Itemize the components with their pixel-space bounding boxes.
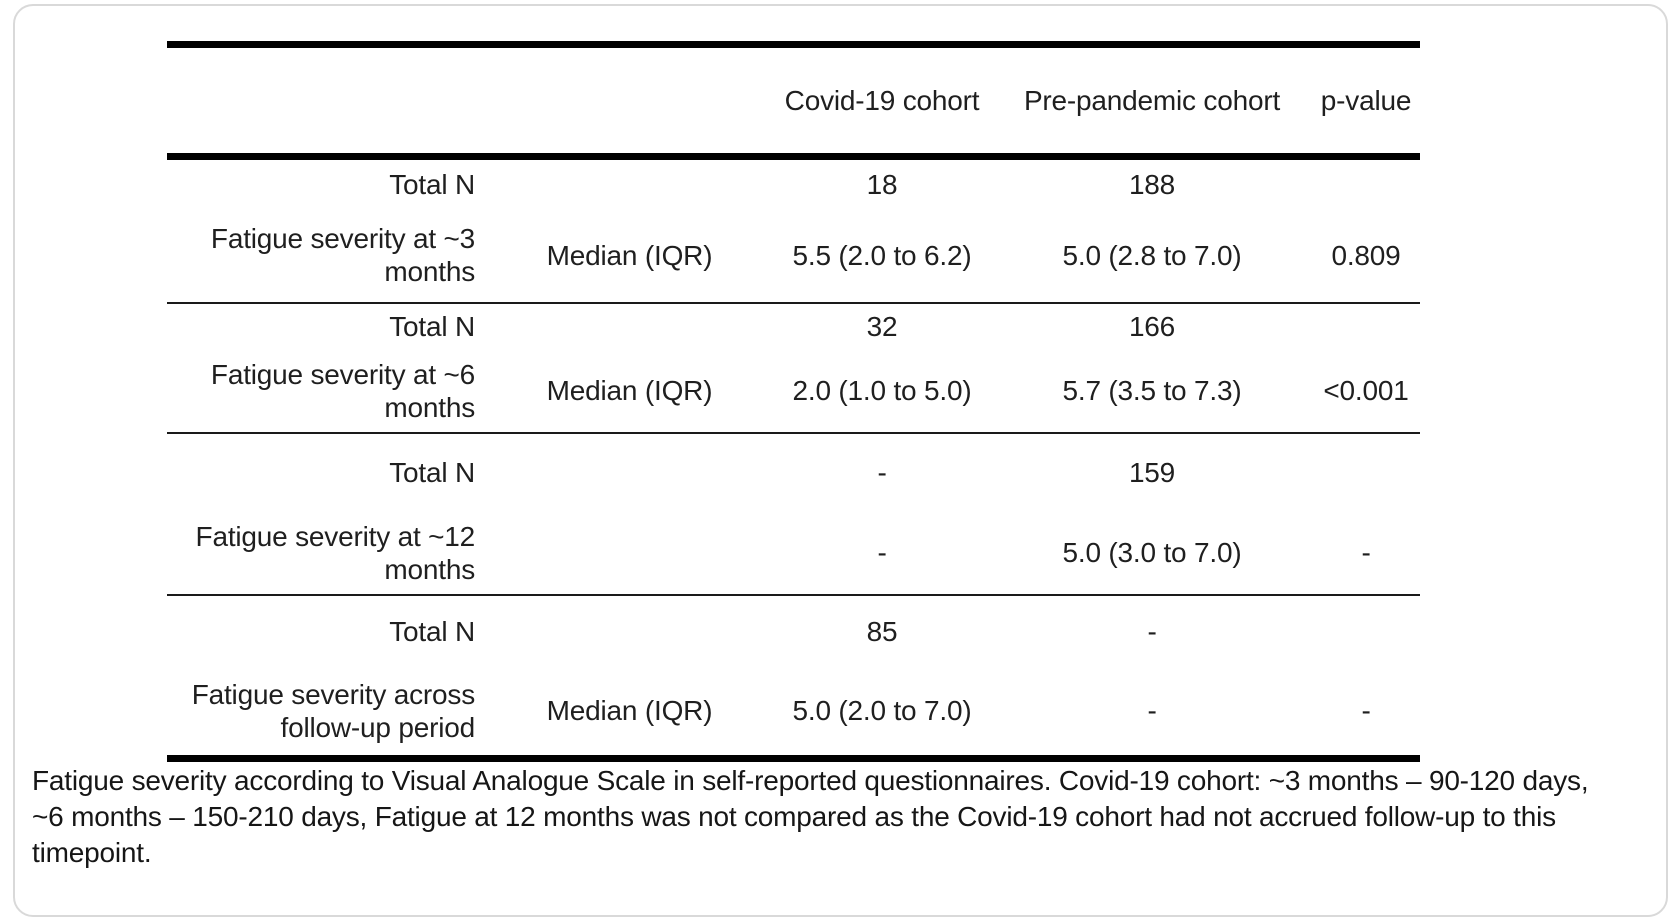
row-label: Fatigue severity at ~6 months bbox=[210, 358, 475, 423]
table-cell: 5.0 (3.0 to 7.0) bbox=[1062, 537, 1242, 568]
table-cell: 166 bbox=[1128, 311, 1176, 342]
table-cell: - bbox=[1147, 615, 1157, 647]
table-cell: 0.809 bbox=[1331, 239, 1401, 271]
table-cell: 18 bbox=[866, 168, 898, 200]
row-label: Total N bbox=[389, 615, 475, 647]
table-cell: Median (IQR) bbox=[546, 695, 713, 726]
table-cell: 188 bbox=[1128, 168, 1176, 200]
column-header-covid-cohort: Covid-19 cohort bbox=[784, 85, 980, 116]
row-label: Fatigue severity at ~3 months bbox=[210, 223, 475, 287]
table-cell: - bbox=[1147, 695, 1157, 726]
table-cell: 5.0 (2.8 to 7.0) bbox=[1062, 239, 1242, 271]
table-row: Fatigue severity at ~6 months Median (IQR… bbox=[167, 349, 1420, 432]
table-cell: Median (IQR) bbox=[546, 239, 713, 271]
row-label: Total N bbox=[389, 457, 475, 488]
table-cell: Median (IQR) bbox=[546, 375, 713, 406]
table-cell: <0.001 bbox=[1323, 375, 1409, 406]
table-top-rule bbox=[167, 41, 1420, 48]
table-row: Total N - 159 bbox=[167, 432, 1420, 511]
column-header-pre-pandemic-cohort: Pre-pandemic cohort bbox=[1023, 85, 1281, 116]
table-cell: - bbox=[877, 537, 887, 568]
table-row: Total N 85 - bbox=[167, 594, 1420, 666]
table-header-rule bbox=[167, 153, 1420, 160]
row-label: Total N bbox=[389, 311, 475, 342]
table-row: Fatigue severity across follow-up period… bbox=[167, 666, 1420, 755]
row-label: Total N bbox=[389, 168, 475, 200]
table-body: Total N 18 188 Fatigue severity at ~3 month… bbox=[167, 160, 1420, 755]
table-row: Total N 18 188 bbox=[167, 160, 1420, 208]
column-header-p-value: p-value bbox=[1320, 85, 1412, 116]
table-row: Fatigue severity at ~3 months Median (IQR… bbox=[167, 208, 1420, 302]
table-cell: 85 bbox=[866, 615, 898, 647]
table-cell: 32 bbox=[866, 311, 898, 342]
table-cell: - bbox=[1361, 537, 1371, 568]
table-cell: 159 bbox=[1128, 457, 1176, 488]
table-cell: 5.0 (2.0 to 7.0) bbox=[792, 695, 972, 726]
table-header-row: Covid-19 cohort Pre-pandemic cohort p-va… bbox=[167, 48, 1420, 153]
row-label: Fatigue severity at ~12 months bbox=[195, 520, 476, 585]
row-label: Fatigue severity across follow-up period bbox=[191, 678, 475, 743]
table-caption: Fatigue severity according to Visual Ana… bbox=[32, 765, 1589, 868]
table-cell: 5.7 (3.5 to 7.3) bbox=[1062, 375, 1242, 406]
fatigue-severity-table: Covid-19 cohort Pre-pandemic cohort p-va… bbox=[167, 41, 1420, 762]
table-cell: 2.0 (1.0 to 5.0) bbox=[792, 375, 972, 406]
table-cell: - bbox=[1361, 695, 1371, 726]
table-bottom-rule bbox=[167, 755, 1420, 762]
table-cell: - bbox=[877, 457, 887, 488]
table-cell: 5.5 (2.0 to 6.2) bbox=[792, 239, 972, 271]
table-row: Fatigue severity at ~12 months - 5.0 (3.0 … bbox=[167, 511, 1420, 594]
figure-card: Covid-19 cohort Pre-pandemic cohort p-va… bbox=[13, 4, 1668, 917]
table-row: Total N 32 166 bbox=[167, 302, 1420, 349]
